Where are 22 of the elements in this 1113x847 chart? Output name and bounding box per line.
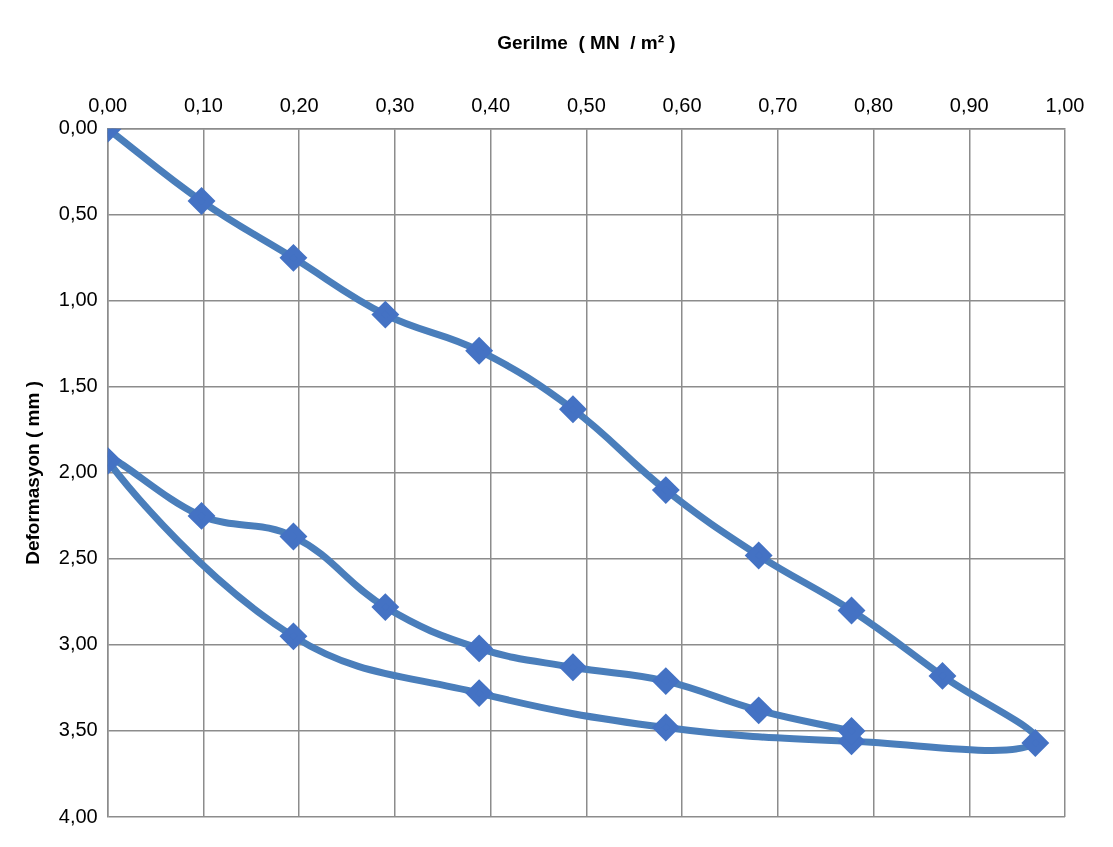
x-tick-label: 0,50 xyxy=(566,94,606,117)
y-tick-label: 0,50 xyxy=(58,202,98,225)
x-tick-label: 0,90 xyxy=(949,94,989,117)
x-tick-label: 0,80 xyxy=(854,94,894,117)
y-tick-label: 4,00 xyxy=(58,804,98,827)
x-tick-label: 1,00 xyxy=(1045,94,1085,117)
y-tick-label: 0,00 xyxy=(58,116,98,139)
x-tick-label: 0,70 xyxy=(758,94,798,117)
y-axis-title: Deformasyon ( mm ) xyxy=(21,381,43,565)
x-tick-label: 0,10 xyxy=(183,94,223,117)
y-tick-label: 2,00 xyxy=(58,460,98,483)
y-tick-label: 1,50 xyxy=(58,374,98,397)
y-tick-label: 3,00 xyxy=(58,632,98,655)
x-tick-label: 0,20 xyxy=(279,94,319,117)
y-tick-label: 1,00 xyxy=(58,288,98,311)
y-tick-label: 3,50 xyxy=(58,718,98,741)
y-tick-label: 2,50 xyxy=(58,546,98,569)
x-tick-label: 0,30 xyxy=(375,94,415,117)
x-tick-label: 0,00 xyxy=(88,94,128,117)
x-tick-label: 0,40 xyxy=(471,94,511,117)
x-axis-title: Gerilme ( MN / m² ) xyxy=(497,31,676,53)
x-tick-label: 0,60 xyxy=(662,94,702,117)
